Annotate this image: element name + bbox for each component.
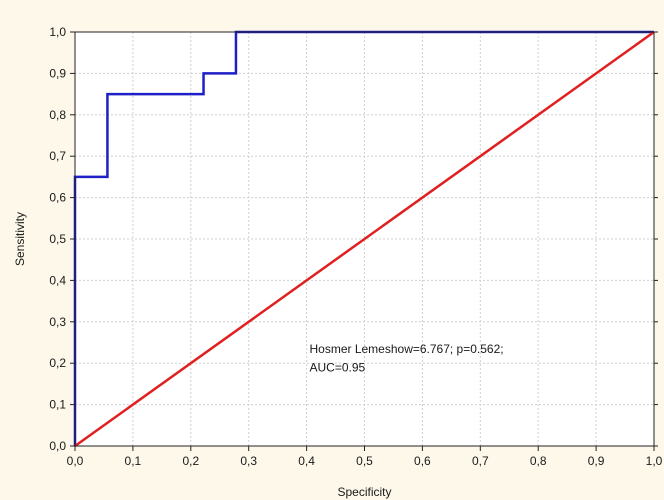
y-tick-label: 0,6	[49, 191, 66, 205]
annotation-auc: AUC=0.95	[309, 360, 365, 374]
y-tick-label: 0,3	[49, 315, 66, 329]
x-tick-labels: 0,0 0,1 0,2 0,3 0,4 0,5 0,6 0,7 0,8 0,9 1,0	[67, 454, 663, 468]
grid	[75, 32, 654, 446]
series-layer	[73, 30, 655, 448]
ticks	[70, 31, 658, 451]
x-tick-label: 0,1	[125, 454, 142, 468]
x-tick-label: 0,2	[182, 454, 199, 468]
x-tick-label: 0,4	[298, 454, 315, 468]
y-tick-label: 0,7	[49, 149, 66, 163]
x-tick-label: 0,7	[472, 454, 489, 468]
x-tick-label: 0,5	[356, 454, 373, 468]
reference-diagonal-line	[74, 30, 655, 448]
y-tick-labels: 0,0 0,1 0,2 0,3 0,4 0,5 0,6 0,7 0,8 0,9 1,0	[49, 25, 66, 453]
y-axis-label: Sensitivity	[13, 212, 27, 266]
y-tick-label: 0,9	[49, 66, 66, 80]
x-tick-label: 0,0	[67, 454, 84, 468]
y-tick-label: 1,0	[49, 25, 66, 39]
x-tick-label: 0,3	[240, 454, 257, 468]
y-tick-label: 0,4	[49, 273, 66, 287]
y-tick-label: 0,5	[49, 232, 66, 246]
x-axis-label: Specificity	[337, 485, 391, 499]
x-tick-label: 0,9	[588, 454, 605, 468]
roc-curve-line	[73, 30, 654, 446]
annotation-hosmer: Hosmer Lemeshow=6.767; p=0.562;	[309, 342, 503, 356]
y-tick-label: 0,2	[49, 356, 66, 370]
x-tick-label: 0,8	[530, 454, 547, 468]
x-tick-label: 0,6	[414, 454, 431, 468]
x-tick-label: 1,0	[646, 454, 663, 468]
y-tick-label: 0,0	[49, 439, 66, 453]
y-tick-label: 0,1	[49, 398, 66, 412]
y-tick-label: 0,8	[49, 108, 66, 122]
